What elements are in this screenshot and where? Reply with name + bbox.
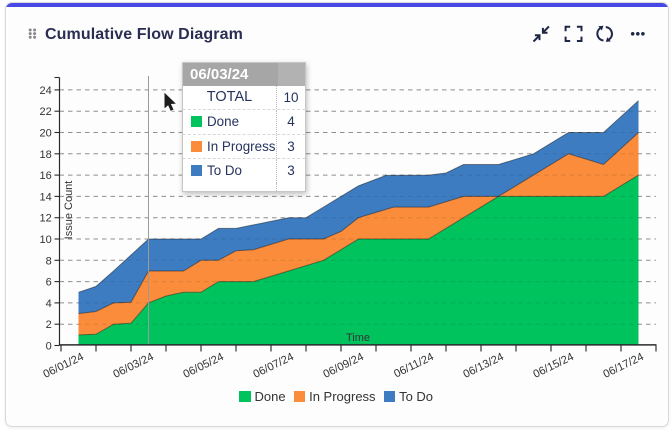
svg-text:06/13/24: 06/13/24: [461, 351, 505, 381]
svg-text:14: 14: [40, 191, 52, 203]
svg-text:06/17/24: 06/17/24: [601, 351, 645, 381]
svg-text:0: 0: [46, 341, 52, 353]
svg-text:8: 8: [46, 255, 52, 267]
svg-text:22: 22: [40, 106, 52, 118]
svg-text:18: 18: [40, 149, 52, 161]
svg-text:4: 4: [46, 298, 52, 310]
svg-text:06/01/24: 06/01/24: [41, 351, 85, 381]
svg-text:20: 20: [40, 128, 52, 140]
svg-text:Issue Count: Issue Count: [63, 181, 75, 240]
svg-text:06/07/24: 06/07/24: [251, 351, 295, 381]
svg-text:16: 16: [40, 170, 52, 182]
svg-text:6: 6: [46, 277, 52, 289]
svg-text:06/11/24: 06/11/24: [392, 351, 436, 381]
svg-text:06/03/24: 06/03/24: [111, 351, 155, 381]
svg-text:2: 2: [46, 319, 52, 331]
svg-text:24: 24: [40, 85, 52, 97]
svg-text:06/05/24: 06/05/24: [181, 351, 225, 381]
svg-text:06/09/24: 06/09/24: [321, 351, 365, 381]
svg-text:Time: Time: [346, 332, 370, 344]
svg-text:10: 10: [40, 234, 52, 246]
svg-text:06/15/24: 06/15/24: [531, 351, 575, 381]
svg-text:12: 12: [40, 213, 52, 225]
